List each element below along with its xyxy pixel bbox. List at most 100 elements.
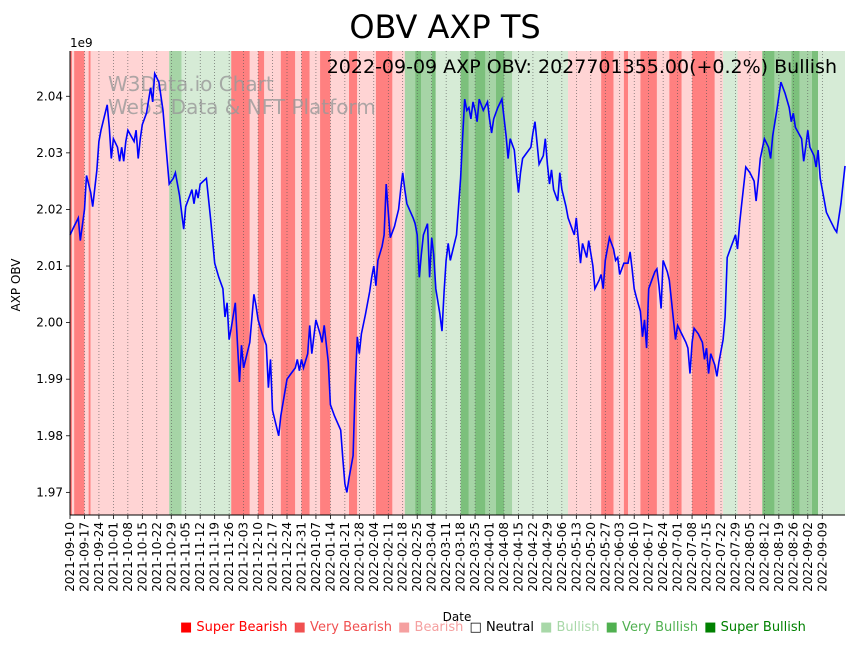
signal-bands <box>70 51 845 515</box>
x-tick-label: 2021-10-01 <box>106 522 120 592</box>
x-tick-label: 2022-01-21 <box>338 522 352 592</box>
band-vbear <box>231 51 250 515</box>
x-tick-label: 2022-04-29 <box>540 522 554 592</box>
x-tick-label: 2022-04-15 <box>511 522 525 592</box>
x-tick-label: 2022-08-05 <box>743 522 757 592</box>
x-gridlines <box>69 51 823 515</box>
band-bear <box>392 51 405 515</box>
legend-super-bearish: ■ Super Bearish <box>180 620 288 635</box>
legend-bearish: ■ Bearish <box>398 620 464 635</box>
x-tick-label: 2022-04-01 <box>483 522 497 592</box>
band-vbear <box>349 51 358 515</box>
x-tick-label: 2022-08-19 <box>772 522 786 592</box>
x-tick-label: 2021-11-19 <box>208 522 222 592</box>
x-tick-label: 2022-03-18 <box>454 522 468 592</box>
x-tick-label: 2022-09-09 <box>815 522 829 592</box>
x-tick-label: 2022-07-29 <box>728 522 742 592</box>
x-tick-label: 2021-11-05 <box>179 522 193 592</box>
x-tick-label: 2022-07-08 <box>685 522 699 592</box>
latest-value-annotation: 2022-09-09 AXP OBV: 2027701355.00(+0.2%)… <box>327 56 837 78</box>
band-bear <box>613 51 624 515</box>
x-tick-label: 2021-12-03 <box>237 522 251 592</box>
band-vbear <box>301 51 310 515</box>
y-multiplier: 1e9 <box>70 36 93 50</box>
y-tick-label: 2.04 <box>36 89 63 103</box>
band-neutral <box>818 51 829 515</box>
x-tick-label: 2022-03-04 <box>425 522 439 592</box>
band-bear <box>681 51 693 515</box>
x-tick-label: 2021-09-10 <box>63 522 77 592</box>
legend-super-bullish: ■ Super Bullish <box>704 620 806 635</box>
x-tick-label: 2022-06-03 <box>613 522 627 592</box>
band-vbull <box>811 51 819 515</box>
x-tick-label: 2022-09-02 <box>801 522 815 592</box>
y-tick-label: 1.99 <box>36 372 63 386</box>
band-vbull <box>791 51 800 515</box>
band-bear <box>295 51 302 515</box>
x-tick-label: 2022-03-25 <box>468 522 482 592</box>
band-bear <box>330 51 349 515</box>
legend-bullish: ■ Bullish <box>540 620 600 635</box>
band-vbear <box>320 51 331 515</box>
x-tick-label: 2022-02-11 <box>381 522 395 592</box>
x-tick-label: 2022-07-22 <box>714 522 728 592</box>
x-tick-label: 2022-08-26 <box>786 522 800 592</box>
band-bear <box>90 51 170 515</box>
band-vbull <box>495 51 504 515</box>
band-bear <box>578 51 602 515</box>
band-vbear <box>375 51 393 515</box>
x-tick-label: 2021-09-17 <box>77 522 91 592</box>
band-bull <box>169 51 182 515</box>
x-tick-label: 2021-10-15 <box>135 522 149 592</box>
x-tick-label: 2022-05-13 <box>569 522 583 592</box>
band-vbull <box>460 51 469 515</box>
x-tick-label: 2022-04-22 <box>526 522 540 592</box>
x-tick-label: 2022-06-24 <box>656 522 670 592</box>
x-tick-label: 2022-02-25 <box>410 522 424 592</box>
band-bear <box>72 51 75 515</box>
legend-very-bearish: ■ Very Bearish <box>293 620 392 635</box>
legend-neutral: □ Neutral <box>469 620 534 635</box>
x-tick-label: 2022-08-12 <box>757 522 771 592</box>
x-tick-label: 2022-01-28 <box>352 522 366 592</box>
y-ticks: 1.97 1.98 1.99 2.00 2.01 2.02 2.03 2.04 <box>36 89 70 499</box>
chart-title: OBV AXP TS <box>349 8 540 46</box>
x-tick-label: 2022-04-08 <box>497 522 511 592</box>
legend-very-bullish: ■ Very Bullish <box>605 620 699 635</box>
band-bull <box>504 51 513 515</box>
band-neutral <box>828 51 845 515</box>
band-vbear <box>74 51 85 515</box>
band-vbear <box>70 51 73 515</box>
band-vbear <box>623 51 628 515</box>
x-tick-label: 2021-10-22 <box>150 522 164 592</box>
watermark-line1: W3Data.io Chart <box>108 72 274 96</box>
band-vbull <box>431 51 436 515</box>
x-tick-label: 2021-10-08 <box>121 522 135 592</box>
y-tick-label: 1.98 <box>36 429 63 443</box>
axes <box>69 51 845 516</box>
band-bear <box>357 51 376 515</box>
band-bear <box>714 51 724 515</box>
x-axis-label: Date <box>443 610 472 624</box>
x-tick-label: 2021-09-24 <box>92 522 106 592</box>
band-vbull <box>475 51 486 515</box>
x-tick-label: 2021-12-31 <box>294 522 308 592</box>
x-tick-label: 2022-05-27 <box>598 522 612 592</box>
obv-series-line <box>69 70 846 493</box>
x-tick-label: 2022-01-07 <box>309 522 323 592</box>
x-tick-label: 2021-12-24 <box>280 522 294 592</box>
band-bull <box>485 51 496 515</box>
x-tick-label: 2022-02-04 <box>367 522 381 592</box>
y-tick-label: 2.00 <box>36 316 63 330</box>
x-tick-label: 2022-03-11 <box>439 522 453 592</box>
band-neutral <box>512 51 569 515</box>
x-tick-label: 2022-07-15 <box>700 522 714 592</box>
x-tick-label: 2022-01-14 <box>323 522 337 592</box>
band-bull <box>421 51 432 515</box>
x-tick-label: 2021-10-29 <box>164 522 178 592</box>
band-bull <box>774 51 792 515</box>
band-bear <box>568 51 579 515</box>
x-tick-label: 2021-12-10 <box>251 522 265 592</box>
band-vbear <box>88 51 91 515</box>
